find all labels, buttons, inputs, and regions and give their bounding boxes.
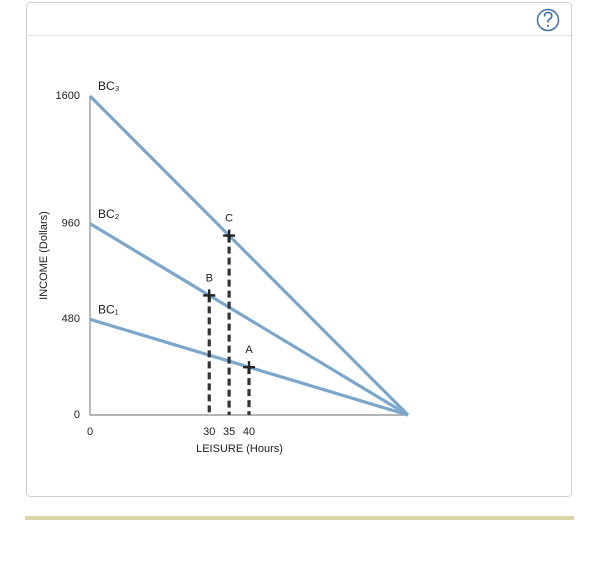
y-axis-label: INCOME (Dollars) <box>38 211 50 300</box>
series-label: BC₁ <box>98 302 119 316</box>
point-marker <box>223 229 236 242</box>
budget-line <box>88 94 410 417</box>
y-tick-label: 1600 <box>56 90 80 102</box>
x-tick-label: 0 <box>87 426 93 438</box>
point-label: B <box>206 272 213 284</box>
footer-bar <box>25 516 574 520</box>
budget-line <box>89 222 409 417</box>
x-axis-label: LEISURE (Hours) <box>196 443 283 455</box>
y-tick-label: 0 <box>74 409 80 421</box>
plot: 0 480 960 1600 0 30 35 40 LEISURE (Hours) INCOME … <box>38 79 410 455</box>
y-tick-label: 480 <box>62 313 80 325</box>
point-label: C <box>225 212 233 224</box>
series-label: BC₂ <box>98 207 120 221</box>
x-tick-label: 30 <box>203 426 215 438</box>
point-label: A <box>245 344 253 356</box>
point-marker <box>203 289 216 302</box>
help-button[interactable] <box>536 8 560 32</box>
y-tick-label: 960 <box>62 218 80 230</box>
x-tick-label: 40 <box>243 426 255 438</box>
panel <box>26 2 572 497</box>
point-marker <box>243 361 255 374</box>
x-tick-label: 35 <box>223 426 235 438</box>
series-label: BC₃ <box>98 79 120 93</box>
